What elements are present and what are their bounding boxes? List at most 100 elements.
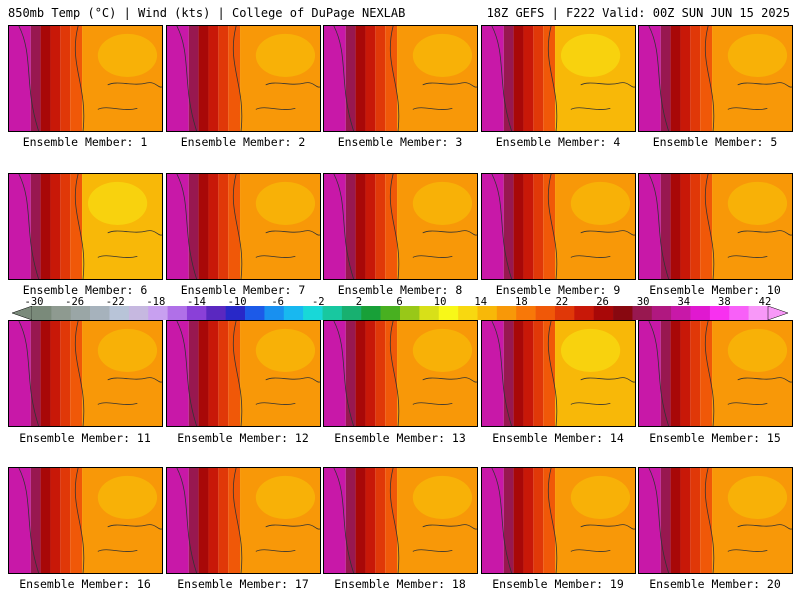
ensemble-member-map xyxy=(481,173,636,280)
colorbar-swatch xyxy=(167,306,188,320)
colorbar-tick-label: 38 xyxy=(718,296,731,308)
ensemble-member-map xyxy=(323,173,478,280)
colorbar-min-arrow xyxy=(12,306,33,320)
colorbar-swatch xyxy=(51,306,72,320)
ensemble-member-label: Ensemble Member: 5 xyxy=(652,135,778,149)
ensemble-member-label: Ensemble Member: 14 xyxy=(492,431,624,445)
ensemble-member-map xyxy=(166,173,321,280)
temperature-colorbar xyxy=(12,306,788,320)
colorbar-swatch xyxy=(535,306,556,320)
ensemble-member-map xyxy=(638,467,793,574)
colorbar-swatch xyxy=(32,306,52,320)
ensemble-member-map xyxy=(638,173,793,280)
ensemble-member-label: Ensemble Member: 10 xyxy=(649,283,781,297)
colorbar-tick-label: 42 xyxy=(758,296,772,308)
colorbar-swatch xyxy=(148,306,168,320)
colorbar-tick-label: -30 xyxy=(24,296,44,308)
ensemble-member-label: Ensemble Member: 8 xyxy=(337,283,463,297)
colorbar-tick-label: -2 xyxy=(311,296,325,308)
colorbar-tick-label: 6 xyxy=(396,296,403,308)
colorbar-tick-label: -22 xyxy=(105,296,125,308)
colorbar-swatch xyxy=(128,306,149,320)
colorbar-swatch xyxy=(264,306,285,320)
ensemble-member-label: Ensemble Member: 6 xyxy=(22,283,148,297)
colorbar-tick-label: 18 xyxy=(515,296,528,308)
ensemble-member-map xyxy=(323,467,478,574)
ensemble-member-map xyxy=(638,25,793,132)
ensemble-member-label: Ensemble Member: 4 xyxy=(495,135,621,149)
colorbar-tick-label: -6 xyxy=(271,296,284,308)
ensemble-member-map xyxy=(323,320,478,427)
ensemble-member-label: Ensemble Member: 13 xyxy=(334,431,466,445)
colorbar-swatch xyxy=(671,306,691,320)
ensemble-member-label: Ensemble Member: 9 xyxy=(495,283,621,297)
colorbar-tick-label: 30 xyxy=(636,296,650,308)
colorbar-tick-label: -10 xyxy=(227,296,247,308)
ensemble-member-label: Ensemble Member: 11 xyxy=(19,431,151,445)
colorbar-swatch xyxy=(613,306,633,320)
ensemble-member-label: Ensemble Member: 12 xyxy=(177,431,309,445)
colorbar-tick-label: -14 xyxy=(186,296,206,308)
ensemble-member-map xyxy=(8,467,163,574)
ensemble-member-map xyxy=(8,320,163,427)
colorbar-swatch xyxy=(729,306,749,320)
colorbar-swatch xyxy=(322,306,343,320)
colorbar-swatch xyxy=(709,306,730,320)
colorbar-swatch xyxy=(109,306,130,320)
colorbar-swatch xyxy=(593,306,614,320)
ensemble-member-label: Ensemble Member: 18 xyxy=(334,577,466,591)
ensemble-member-map xyxy=(481,467,636,574)
colorbar-tick-label: 34 xyxy=(677,296,691,308)
colorbar-swatch xyxy=(477,306,498,320)
ensemble-member-label: Ensemble Member: 3 xyxy=(337,135,463,149)
colorbar-swatch xyxy=(438,306,459,320)
colorbar-swatch xyxy=(283,306,304,320)
ensemble-member-map xyxy=(481,25,636,132)
colorbar-swatch xyxy=(419,306,440,320)
ensemble-member-map xyxy=(8,173,163,280)
ensemble-member-map xyxy=(481,320,636,427)
map-title: 850mb Temp (°C) | Wind (kts) | College o… xyxy=(8,6,406,20)
colorbar-swatch xyxy=(574,306,594,320)
colorbar-tick-label: 2 xyxy=(355,296,363,308)
colorbar-tick-label: 22 xyxy=(555,296,569,308)
colorbar-swatch xyxy=(303,306,323,320)
colorbar-swatch xyxy=(225,306,246,320)
colorbar-swatch xyxy=(458,306,478,320)
colorbar-tick-label: -18 xyxy=(146,296,166,308)
ensemble-member-label: Ensemble Member: 7 xyxy=(180,283,306,297)
colorbar-swatch xyxy=(400,306,420,320)
colorbar-tick-label: 26 xyxy=(596,296,609,308)
colorbar-swatch xyxy=(186,306,207,320)
ensemble-member-map xyxy=(323,25,478,132)
colorbar-swatch xyxy=(361,306,381,320)
colorbar-swatch xyxy=(245,306,265,320)
colorbar-swatch xyxy=(70,306,91,320)
ensemble-member-label: Ensemble Member: 16 xyxy=(19,577,151,591)
ensemble-member-label: Ensemble Member: 2 xyxy=(180,135,306,149)
colorbar-swatch xyxy=(554,306,575,320)
colorbar-swatch xyxy=(748,306,769,320)
ensemble-member-map xyxy=(8,25,163,132)
ensemble-member-map xyxy=(166,25,321,132)
colorbar-max-arrow xyxy=(767,306,788,320)
colorbar-tick-label: 10 xyxy=(433,296,447,308)
colorbar-swatch xyxy=(516,306,536,320)
colorbar-swatch xyxy=(690,306,711,320)
colorbar-swatch xyxy=(341,306,362,320)
ensemble-member-map xyxy=(166,320,321,427)
model-run-info: 18Z GEFS | F222 Valid: 00Z SUN JUN 15 20… xyxy=(486,6,790,20)
colorbar-swatch xyxy=(496,306,517,320)
colorbar-swatch xyxy=(632,306,653,320)
ensemble-member-label: Ensemble Member: 20 xyxy=(649,577,781,591)
ensemble-member-label: Ensemble Member: 17 xyxy=(177,577,309,591)
colorbar-tick-label: 14 xyxy=(474,296,488,308)
colorbar-swatch xyxy=(90,306,110,320)
colorbar-swatch xyxy=(206,306,226,320)
colorbar-tick-label: -26 xyxy=(65,296,85,308)
ensemble-member-label: Ensemble Member: 1 xyxy=(22,135,148,149)
ensemble-member-map xyxy=(638,320,793,427)
colorbar-swatch xyxy=(380,306,401,320)
ensemble-member-label: Ensemble Member: 15 xyxy=(649,431,781,445)
ensemble-member-map xyxy=(166,467,321,574)
